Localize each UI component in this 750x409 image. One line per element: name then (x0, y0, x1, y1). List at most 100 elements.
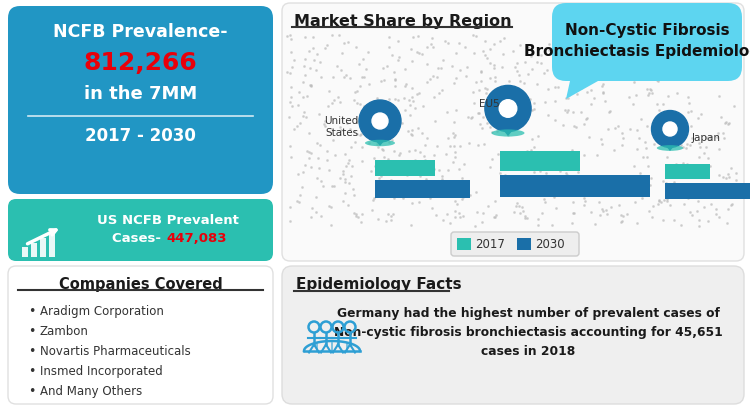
Point (301, 93, 313, 100)
Point (448, 80, 460, 87)
Point (458, 213, 470, 219)
Point (566, 174, 578, 180)
Point (556, 57, 568, 63)
Point (698, 40, 710, 47)
Point (671, 74, 683, 81)
Point (662, 93, 674, 99)
Point (388, 195, 400, 202)
Point (414, 173, 426, 180)
Text: in the 7MM: in the 7MM (84, 85, 197, 103)
Bar (500, 175, 650, 198)
Point (528, 169, 540, 176)
Point (572, 40, 584, 47)
Point (586, 68, 598, 74)
Point (358, 74, 370, 81)
Point (335, 127, 347, 134)
Point (682, 101, 694, 107)
Point (726, 201, 738, 208)
Point (331, 63, 343, 70)
Point (349, 210, 361, 217)
Point (509, 153, 521, 160)
Point (540, 171, 552, 177)
Point (686, 33, 698, 40)
Point (432, 65, 444, 72)
Point (350, 139, 361, 146)
Point (675, 142, 687, 149)
Point (388, 78, 400, 85)
Point (608, 184, 619, 191)
Point (363, 140, 375, 147)
Point (605, 38, 617, 45)
Point (307, 45, 319, 52)
Point (625, 187, 637, 194)
Point (562, 186, 574, 193)
Point (557, 123, 569, 129)
Point (436, 88, 448, 94)
Point (458, 162, 470, 168)
Point (418, 153, 430, 160)
Point (711, 135, 723, 141)
Point (532, 53, 544, 59)
Point (353, 62, 365, 68)
Point (392, 121, 404, 128)
Point (705, 134, 717, 140)
Point (641, 155, 653, 161)
Point (533, 161, 545, 167)
Point (311, 175, 323, 182)
Point (718, 136, 730, 142)
Point (486, 130, 498, 136)
Point (385, 177, 397, 184)
FancyBboxPatch shape (451, 232, 579, 256)
Point (596, 207, 608, 213)
Point (639, 139, 651, 146)
Point (400, 82, 412, 88)
Point (649, 142, 661, 148)
Point (345, 144, 357, 151)
Point (588, 95, 600, 102)
Point (326, 100, 338, 107)
Point (693, 155, 705, 161)
Point (416, 130, 428, 137)
Point (337, 171, 349, 178)
Point (566, 210, 578, 216)
Point (343, 158, 355, 164)
Point (523, 163, 535, 169)
Point (682, 60, 694, 66)
Point (314, 142, 326, 149)
Point (346, 163, 358, 170)
Point (682, 110, 694, 116)
Ellipse shape (491, 130, 524, 137)
Point (520, 107, 532, 114)
Point (557, 177, 569, 183)
Point (303, 155, 315, 162)
Point (721, 41, 733, 48)
Point (631, 59, 643, 65)
Point (631, 128, 643, 134)
Point (334, 175, 346, 182)
Point (716, 42, 728, 48)
Point (431, 144, 443, 150)
Point (481, 121, 493, 127)
Point (630, 58, 642, 65)
Point (470, 209, 482, 216)
Point (598, 90, 610, 96)
Point (514, 42, 526, 49)
Point (539, 187, 551, 194)
Point (393, 54, 405, 61)
Point (286, 65, 298, 72)
Point (421, 45, 433, 51)
Point (305, 83, 317, 89)
Text: US NCFB Prevalent: US NCFB Prevalent (97, 213, 239, 227)
Polygon shape (652, 130, 688, 152)
Point (561, 110, 573, 116)
Point (466, 90, 478, 96)
Point (448, 144, 460, 150)
Point (566, 159, 578, 165)
Point (398, 108, 410, 114)
Point (717, 43, 729, 49)
Point (473, 110, 485, 117)
Point (674, 66, 686, 72)
Point (641, 87, 653, 93)
Text: 2017: 2017 (475, 238, 505, 251)
Point (346, 173, 358, 180)
